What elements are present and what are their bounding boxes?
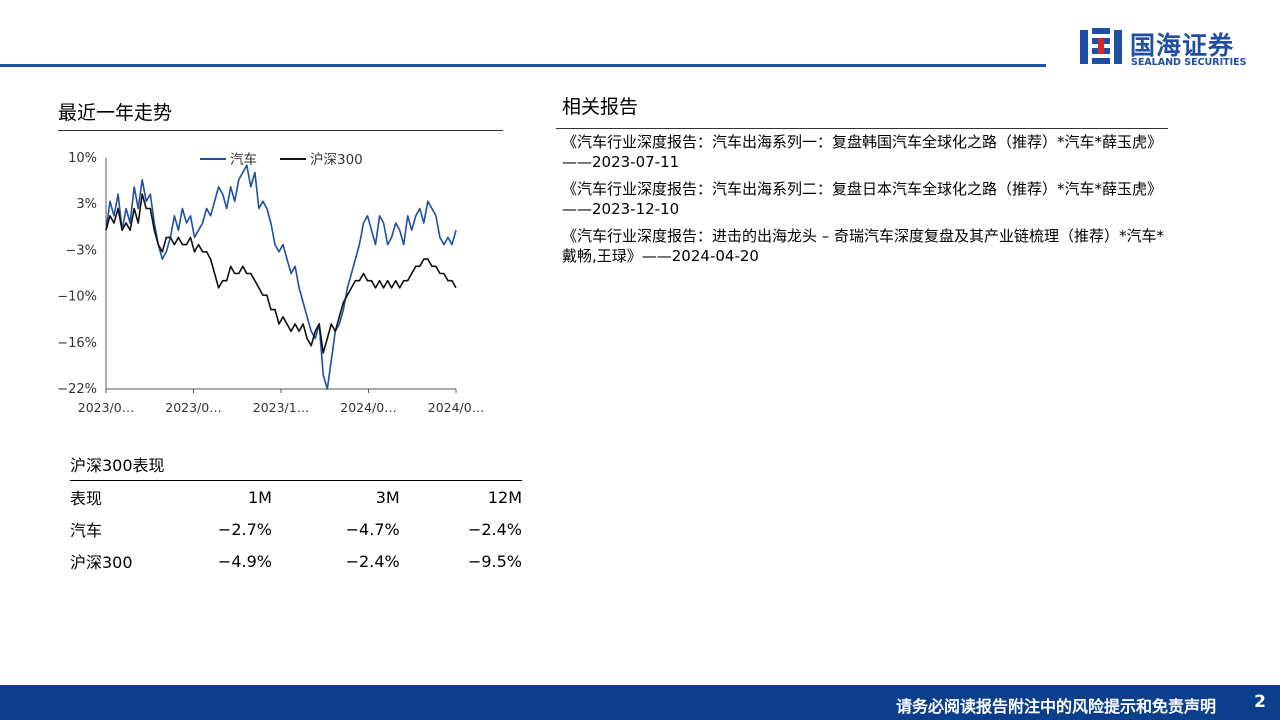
table-cell: −4.9% xyxy=(217,551,272,571)
related-reports-rule xyxy=(556,128,1168,129)
header-cell: 12M xyxy=(487,487,522,507)
series-line-0 xyxy=(105,164,457,390)
legend-label: 沪深300 xyxy=(310,152,363,168)
trend-section-rule xyxy=(58,130,503,131)
table-row: 沪深300 −4.9% −2.4% −9.5% xyxy=(70,545,522,577)
header-divider xyxy=(0,64,1046,67)
table-cell: 汽车 xyxy=(70,521,103,540)
x-tick-label: 2023/0… xyxy=(165,400,221,415)
x-tick-label: 2024/0… xyxy=(340,400,396,415)
series-line-1 xyxy=(105,193,457,354)
page-number: 2 xyxy=(1254,692,1266,712)
y-tick-label: −3% xyxy=(65,243,97,258)
table-cell: 沪深300 xyxy=(70,553,133,572)
sealand-logo-icon xyxy=(1080,28,1122,64)
y-tick-label: −10% xyxy=(57,290,97,305)
related-reports-title: 相关报告 xyxy=(562,96,639,118)
y-tick-label: 10% xyxy=(68,151,97,166)
y-tick-label: −16% xyxy=(57,336,97,351)
performance-table: 表现 1M 3M 12M 汽车 −2.7% −4.7% −2.4% 沪深300 … xyxy=(70,480,522,577)
footer-bar: 请务必阅读报告附注中的风险提示和免责声明 2 xyxy=(0,685,1280,720)
x-tick-label: 2023/0… xyxy=(78,400,134,415)
header-cell: 1M xyxy=(247,487,272,507)
x-tick-label: 2024/0… xyxy=(428,400,484,415)
logo-text-en: SEALAND SECURITIES xyxy=(1131,57,1247,68)
table-cell: −2.7% xyxy=(217,519,272,539)
table-cell: −9.5% xyxy=(467,551,522,571)
trend-line-chart: 10% 3% −3% −10% −16% −22% 2023/0… 2023/0… 2023/1… xyxy=(57,151,484,415)
footer-disclaimer: 请务必阅读报告附注中的风险提示和免责声明 xyxy=(895,697,1216,716)
related-reports-list: 《汽车行业深度报告：汽车出海系列一：复盘韩国汽车全球化之路（推荐）*汽车*薛玉虎… xyxy=(562,132,1172,273)
logo-text-cn: 国海证券 xyxy=(1130,31,1235,60)
report-link[interactable]: 《汽车行业深度报告：进击的出海龙头 – 奇瑞汽车深度复盘及其产业链梳理（推荐）*… xyxy=(562,227,1165,265)
legend-label: 汽车 xyxy=(230,151,257,168)
table-row: 汽车 −2.7% −4.7% −2.4% xyxy=(70,513,522,545)
y-tick-label: 3% xyxy=(76,197,97,212)
trend-section-title: 最近一年走势 xyxy=(58,102,173,124)
header-cell: 表现 xyxy=(70,489,103,508)
table-cell: −4.7% xyxy=(345,519,400,539)
table-cell: −2.4% xyxy=(345,551,400,571)
x-tick-label: 2023/1… xyxy=(253,400,309,415)
table-header-row: 表现 1M 3M 12M xyxy=(70,480,522,514)
report-link[interactable]: 《汽车行业深度报告：汽车出海系列一：复盘韩国汽车全球化之路（推荐）*汽车*薛玉虎… xyxy=(562,133,1163,171)
header-cell: 3M xyxy=(375,487,400,507)
y-tick-label: −22% xyxy=(57,382,97,397)
table-cell: −2.4% xyxy=(467,519,522,539)
performance-title: 沪深300表现 xyxy=(70,456,165,475)
report-link[interactable]: 《汽车行业深度报告：汽车出海系列二：复盘日本汽车全球化之路（推荐）*汽车*薛玉虎… xyxy=(562,180,1163,218)
company-logo: 国海证券 SEALAND SECURITIES xyxy=(1078,24,1268,70)
